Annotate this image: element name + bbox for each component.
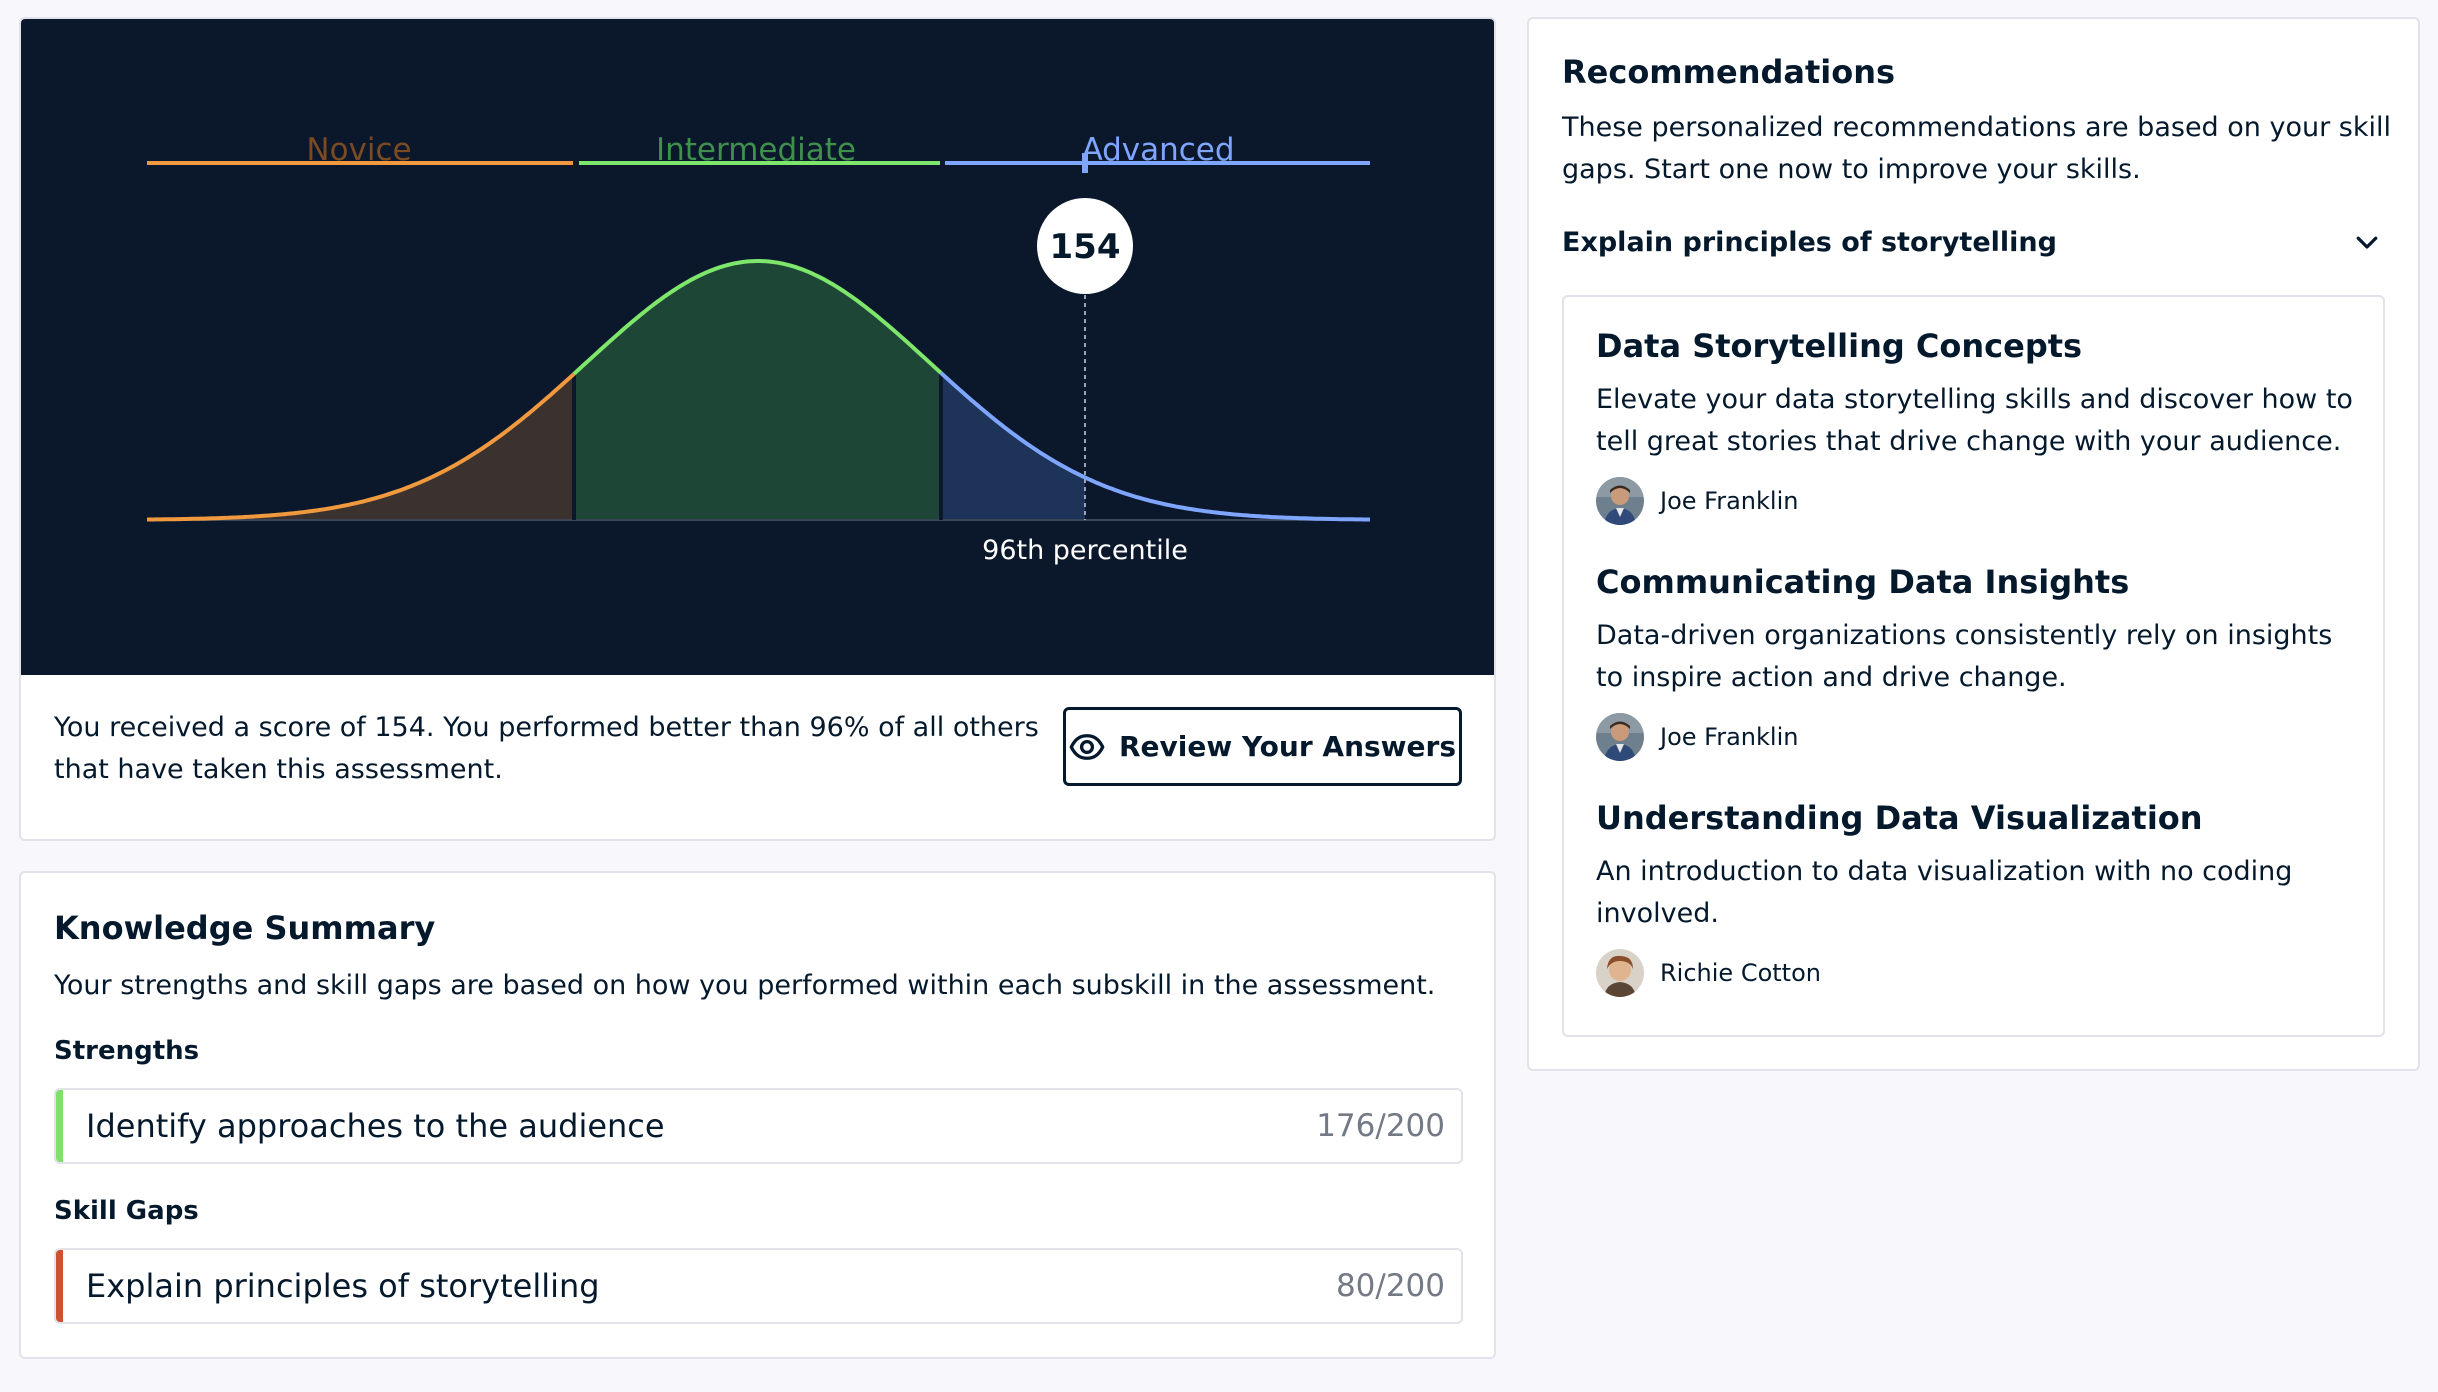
- course-title[interactable]: Understanding Data Visualization: [1596, 799, 2203, 837]
- course-title[interactable]: Communicating Data Insights: [1596, 563, 2130, 601]
- author-name: Richie Cotton: [1660, 959, 1821, 987]
- curve-intermediate: [572, 259, 943, 376]
- author-name: Joe Franklin: [1660, 723, 1799, 751]
- score-distribution-chart: Novice Intermediate Advanced 15: [21, 19, 1494, 675]
- course-card[interactable]: Data Storytelling Concepts Elevate your …: [1596, 327, 2366, 525]
- course-list: Data Storytelling Concepts Elevate your …: [1562, 295, 2385, 1037]
- skill-gap-name: Explain principles of storytelling: [86, 1267, 600, 1305]
- eye-icon: [1069, 733, 1105, 760]
- strength-score: 176/200: [1316, 1108, 1445, 1144]
- author-name: Joe Franklin: [1660, 487, 1799, 515]
- course-author: Joe Franklin: [1596, 477, 2366, 525]
- region-novice: [147, 373, 574, 520]
- skill-gaps-label: Skill Gaps: [54, 1196, 199, 1226]
- course-description: Data-driven organizations consistently r…: [1596, 620, 2333, 693]
- distribution-svg: Novice Intermediate Advanced 15: [147, 132, 1370, 566]
- recommendations-description: These personalized recommendations are b…: [1562, 112, 2391, 185]
- score-value: 154: [1050, 227, 1121, 267]
- course-card[interactable]: Understanding Data Visualization An intr…: [1596, 799, 2366, 997]
- knowledge-summary-title: Knowledge Summary: [54, 909, 436, 947]
- strength-row[interactable]: Identify approaches to the audience 176/…: [54, 1088, 1463, 1164]
- recommendations-card: Recommendations These personalized recom…: [1527, 17, 2420, 1071]
- skill-gap-score: 80/200: [1335, 1268, 1445, 1304]
- avatar: [1596, 477, 1644, 525]
- curve-novice: [147, 372, 576, 522]
- score-marker-tick: [1082, 153, 1088, 173]
- avatar: [1596, 713, 1644, 761]
- course-description: An introduction to data visualization wi…: [1596, 856, 2293, 929]
- course-author: Joe Franklin: [1596, 713, 2366, 761]
- recommendations-title: Recommendations: [1562, 53, 1896, 91]
- knowledge-summary-card: Knowledge Summary Your strengths and ski…: [19, 871, 1496, 1359]
- review-answers-button[interactable]: Review Your Answers: [1063, 707, 1462, 786]
- review-answers-label: Review Your Answers: [1118, 730, 1457, 763]
- course-card[interactable]: Communicating Data Insights Data-driven …: [1596, 563, 2366, 761]
- strength-name: Identify approaches to the audience: [86, 1107, 665, 1145]
- course-description: Elevate your data storytelling skills an…: [1596, 384, 2353, 457]
- score-summary-text: You received a score of 154. You perform…: [54, 712, 1039, 785]
- percentile-label: 96th percentile: [982, 535, 1188, 566]
- strengths-label: Strengths: [54, 1036, 200, 1066]
- course-title[interactable]: Data Storytelling Concepts: [1596, 327, 2083, 365]
- skill-gap-dropdown[interactable]: Explain principles of storytelling: [1562, 219, 2382, 265]
- chevron-down-icon: [2356, 236, 2378, 249]
- avatar: [1596, 949, 1644, 997]
- score-card: Novice Intermediate Advanced 15: [19, 17, 1496, 841]
- skill-gap-dropdown-label: Explain principles of storytelling: [1562, 226, 2057, 258]
- course-author: Richie Cotton: [1596, 949, 2366, 997]
- curve-advanced: [939, 371, 1370, 522]
- region-intermediate: [574, 261, 941, 520]
- score-bubble: [1037, 198, 1133, 294]
- knowledge-summary-description: Your strengths and skill gaps are based …: [54, 970, 1436, 1001]
- skill-gap-row[interactable]: Explain principles of storytelling 80/20…: [54, 1248, 1463, 1324]
- region-advanced: [941, 372, 1085, 520]
